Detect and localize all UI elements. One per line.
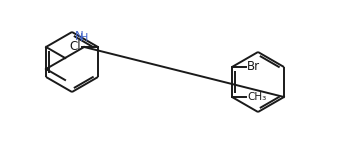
Text: H: H [80, 33, 88, 43]
Text: Cl: Cl [69, 40, 81, 54]
Text: Br: Br [247, 60, 260, 74]
Text: N: N [75, 30, 84, 43]
Text: CH₃: CH₃ [247, 92, 266, 102]
